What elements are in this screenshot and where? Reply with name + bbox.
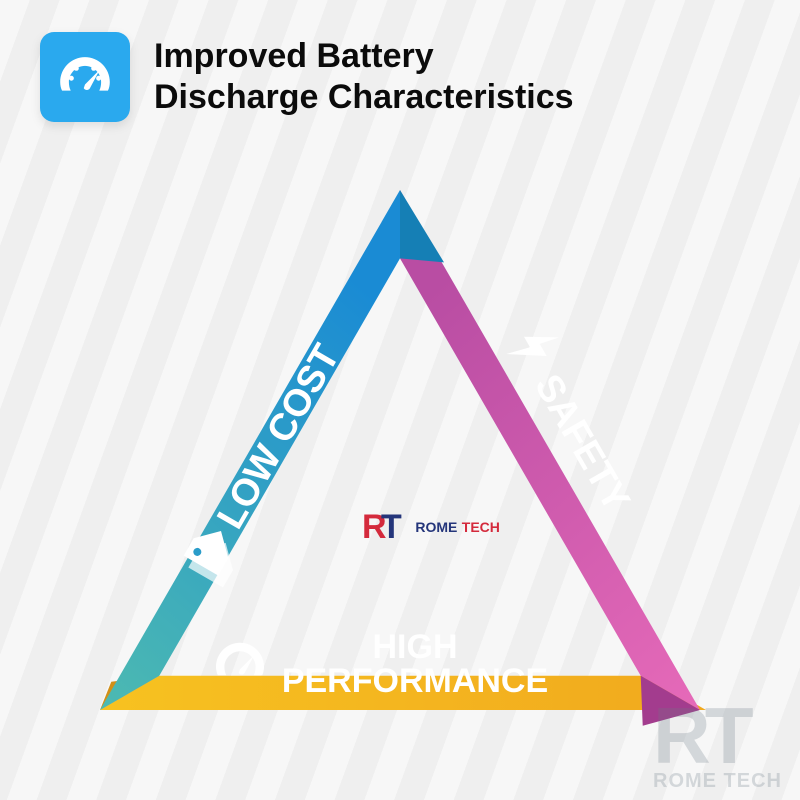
gauge-icon-box: [40, 32, 130, 122]
brand-logo: RT ROME TECH: [362, 508, 500, 547]
watermark: RT ROME TECH: [653, 700, 782, 790]
triangle-infographic: HIGH PERFORMANCE SAFETY: [80, 170, 720, 770]
title-line1: Improved Battery: [154, 36, 574, 77]
logo-text1: ROME: [415, 519, 457, 535]
title-line2: Discharge Characteristics: [154, 77, 574, 118]
gauge-icon: [54, 46, 116, 108]
page-title: Improved Battery Discharge Characteristi…: [154, 36, 574, 118]
bolt-icon: [503, 322, 564, 373]
header: Improved Battery Discharge Characteristi…: [40, 32, 574, 122]
logo-text2: TECH: [462, 519, 500, 535]
watermark-rt: RT: [653, 691, 748, 780]
watermark-text: ROME TECH: [653, 770, 782, 792]
logo-t: T: [381, 508, 402, 547]
